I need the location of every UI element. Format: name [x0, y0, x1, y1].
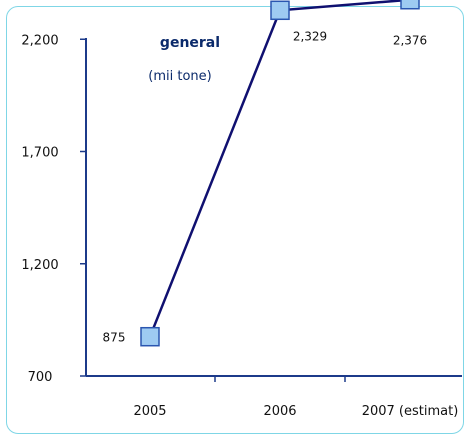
y-tick-label: 700: [28, 370, 53, 385]
y-tick-label: 1,200: [21, 258, 58, 273]
x-tick-label: 2006: [263, 404, 296, 419]
x-tick-label: 2007 (estimat): [362, 404, 459, 419]
x-tick-label: 2005: [133, 404, 166, 419]
data-label: 2,329: [293, 29, 327, 43]
x-axis-ticks: 2005 2006 2007 (estimat): [133, 376, 458, 419]
y-tick-label: 2,200: [21, 33, 58, 48]
series-group: 875 2,329 2,376: [103, 0, 427, 347]
axes: [85, 38, 462, 377]
data-point-marker: [270, 0, 290, 21]
chart-subtitle: (mii tone): [148, 69, 211, 84]
data-point-marker: [400, 0, 420, 10]
chart-frame: [6, 6, 464, 434]
y-tick-label: 1,700: [21, 146, 58, 161]
data-label: 875: [103, 331, 126, 345]
chart-title: general: [160, 35, 220, 51]
data-point-marker: [140, 326, 160, 347]
data-label: 2,376: [393, 34, 427, 48]
y-axis-ticks: 2,200 1,700 1,200 700: [21, 33, 86, 385]
